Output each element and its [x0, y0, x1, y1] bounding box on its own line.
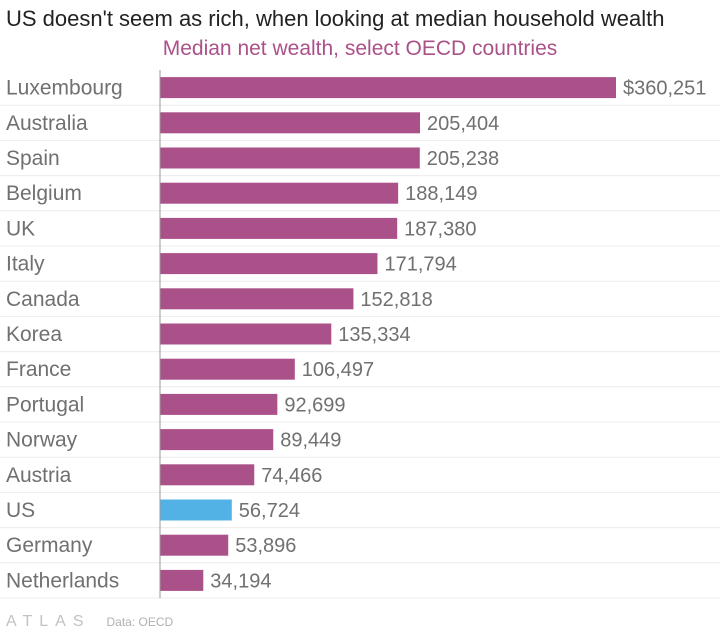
value-label: 171,794 [384, 254, 456, 276]
category-label: Australia [6, 112, 88, 135]
chart-title: US doesn't seem as rich, when looking at… [6, 6, 665, 31]
category-label: Italy [6, 253, 45, 276]
value-label: 92,699 [284, 394, 345, 416]
atlas-logo: ATLAS [6, 613, 91, 630]
category-label: Portugal [6, 393, 84, 416]
bar [160, 217, 398, 239]
value-label: 188,149 [405, 183, 477, 205]
bar [160, 288, 354, 310]
value-label: 106,497 [302, 359, 374, 381]
bar [160, 393, 278, 415]
source-note: Data: OECD [106, 615, 174, 629]
bar [160, 253, 378, 275]
bar [160, 112, 420, 134]
value-label: 205,404 [427, 113, 499, 135]
category-label: Belgium [6, 182, 82, 205]
bar [160, 147, 420, 169]
bar [160, 323, 332, 345]
category-label: US [6, 499, 35, 522]
bar [160, 429, 274, 451]
category-label: Germany [6, 534, 93, 557]
category-label: France [6, 358, 71, 381]
value-label: 56,724 [239, 500, 300, 522]
bar [160, 464, 255, 486]
category-label: Austria [6, 464, 72, 487]
bar-chart: Luxembourg $360,251 Australia 205,404 Spain 2… [0, 70, 720, 599]
bar [160, 358, 295, 380]
bar [160, 569, 204, 591]
category-label: Korea [6, 323, 62, 346]
value-label: 135,334 [338, 324, 410, 346]
category-label: Norway [6, 429, 78, 452]
bar [160, 182, 399, 204]
bar [160, 77, 616, 99]
category-label: Netherlands [6, 569, 119, 592]
chart-subtitle: Median net wealth, select OECD countries [162, 37, 558, 60]
value-label: $360,251 [623, 78, 706, 100]
bar [160, 534, 229, 556]
value-label: 74,466 [261, 465, 322, 487]
value-label: 205,238 [427, 148, 499, 170]
category-label: UK [6, 217, 35, 240]
footer: ATLAS Data: OECD [6, 612, 173, 632]
bar [160, 499, 232, 521]
value-label: 152,818 [360, 289, 432, 311]
value-label: 53,896 [235, 535, 296, 557]
category-label: Spain [6, 147, 60, 170]
value-label: 89,449 [280, 430, 341, 452]
value-label: 187,380 [404, 218, 476, 240]
value-label: 34,194 [210, 570, 271, 592]
category-label: Luxembourg [6, 77, 123, 100]
category-label: Canada [6, 288, 80, 311]
